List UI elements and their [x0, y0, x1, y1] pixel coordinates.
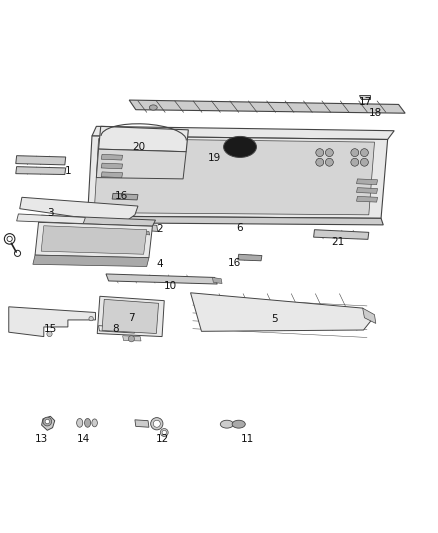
Polygon shape [94, 139, 374, 215]
Polygon shape [39, 215, 155, 226]
Polygon shape [191, 293, 372, 332]
Text: 19: 19 [208, 154, 221, 163]
Circle shape [351, 149, 359, 157]
Text: 1: 1 [64, 166, 71, 176]
Polygon shape [357, 179, 378, 184]
Polygon shape [20, 197, 138, 223]
Text: 5: 5 [271, 314, 278, 324]
Circle shape [43, 417, 52, 426]
Circle shape [162, 430, 166, 435]
Text: 13: 13 [35, 434, 48, 443]
Ellipse shape [149, 105, 157, 110]
Text: 21: 21 [332, 237, 345, 247]
Polygon shape [135, 420, 149, 427]
Polygon shape [238, 254, 262, 261]
Polygon shape [96, 149, 186, 179]
Ellipse shape [224, 136, 257, 157]
Polygon shape [16, 156, 66, 165]
Polygon shape [41, 226, 147, 254]
Text: 18: 18 [369, 108, 382, 118]
Polygon shape [16, 167, 66, 174]
Polygon shape [142, 231, 150, 235]
Polygon shape [101, 172, 123, 177]
Polygon shape [357, 197, 378, 202]
Text: 16: 16 [228, 258, 241, 268]
Text: 12: 12 [155, 434, 169, 443]
Polygon shape [17, 214, 85, 223]
Polygon shape [101, 163, 123, 169]
Polygon shape [35, 222, 152, 258]
Polygon shape [212, 278, 222, 284]
Circle shape [325, 158, 333, 166]
Circle shape [151, 418, 163, 430]
Circle shape [128, 336, 134, 342]
Circle shape [316, 158, 324, 166]
Polygon shape [139, 223, 158, 231]
Polygon shape [99, 326, 134, 333]
Text: 2: 2 [156, 224, 163, 235]
Circle shape [325, 149, 333, 157]
Polygon shape [314, 230, 369, 239]
Polygon shape [357, 188, 378, 193]
Text: 3: 3 [47, 208, 54, 218]
Polygon shape [92, 126, 394, 140]
Polygon shape [88, 136, 388, 219]
Polygon shape [9, 307, 95, 336]
Ellipse shape [92, 419, 97, 427]
Circle shape [316, 149, 324, 157]
Text: 11: 11 [241, 434, 254, 443]
Text: 17: 17 [359, 97, 372, 107]
Text: 15: 15 [44, 324, 57, 334]
Circle shape [45, 419, 49, 424]
Polygon shape [42, 416, 55, 430]
Text: 14: 14 [77, 434, 90, 443]
Ellipse shape [232, 420, 245, 428]
Text: 6: 6 [237, 223, 244, 233]
Circle shape [360, 158, 368, 166]
Text: 8: 8 [112, 324, 119, 334]
Polygon shape [102, 300, 159, 334]
Text: 7: 7 [128, 313, 135, 323]
Text: 4: 4 [156, 259, 163, 269]
Text: 10: 10 [164, 281, 177, 291]
Polygon shape [99, 126, 188, 152]
Ellipse shape [77, 418, 83, 427]
Circle shape [351, 158, 359, 166]
Circle shape [47, 332, 52, 336]
Polygon shape [97, 296, 164, 336]
Polygon shape [88, 216, 383, 225]
Circle shape [89, 317, 93, 321]
Polygon shape [101, 155, 123, 160]
Ellipse shape [220, 420, 233, 428]
Circle shape [160, 429, 168, 437]
Polygon shape [129, 100, 405, 113]
Polygon shape [359, 95, 370, 99]
Circle shape [153, 420, 160, 427]
Text: 20: 20 [132, 142, 145, 152]
Polygon shape [106, 274, 217, 284]
Polygon shape [112, 193, 138, 200]
Polygon shape [123, 336, 141, 341]
Polygon shape [33, 255, 149, 266]
Circle shape [360, 149, 368, 157]
Text: 16: 16 [115, 191, 128, 201]
Ellipse shape [85, 418, 91, 427]
Polygon shape [363, 308, 376, 324]
